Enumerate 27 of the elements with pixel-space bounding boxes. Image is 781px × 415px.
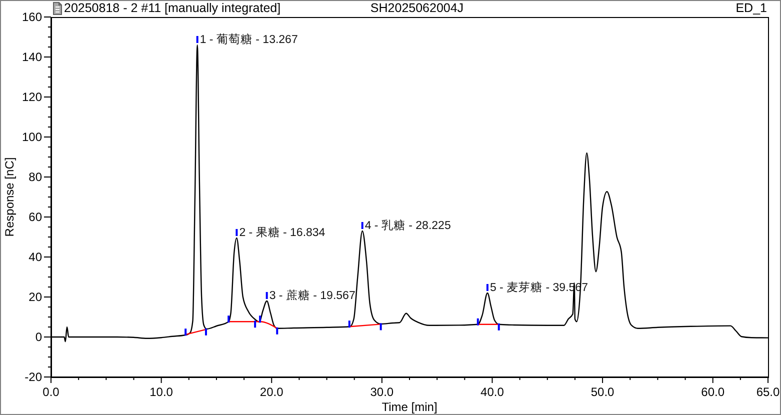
annotation: 4 - 乳糖 - 28.225 [364, 218, 451, 232]
y-tick-label: 120 [22, 90, 42, 104]
text: ED_1 [736, 1, 767, 15]
chart-subtitle: SH2025062004J [370, 1, 464, 15]
x-axis-title: Time [min] [382, 400, 438, 414]
y-tick-label: 160 [22, 10, 42, 24]
y-tick-label: 20 [28, 290, 42, 304]
annotation: 1 - 葡萄糖 - 13.267 [200, 32, 298, 46]
annotation: 2 - 果糖 - 16.834 [239, 225, 326, 239]
x-tick-label: 40.0 [480, 385, 504, 399]
y-tick-label: 80 [28, 170, 42, 184]
x-tick-label: 60.0 [701, 385, 725, 399]
y-axis-title: Response [nC] [2, 157, 16, 237]
x-tick-label: 50.0 [590, 385, 615, 399]
y-tick-label: 100 [22, 130, 42, 144]
x-tick-label: 0.0 [42, 385, 60, 399]
annotation: 3 - 蔗糖 - 19.567 [269, 288, 356, 302]
y-tick-label: 40 [28, 250, 42, 264]
y-tick-label: -20 [24, 370, 42, 384]
x-tick-label: 65.0 [756, 385, 780, 399]
x-tick-label: 10.0 [150, 385, 174, 399]
y-tick-label: 60 [28, 210, 42, 224]
y-tick-label: 140 [22, 50, 42, 64]
x-tick-label: 20.0 [260, 385, 284, 399]
x-tick-label: 30.0 [370, 385, 394, 399]
chart-title: 20250818 - 2 #11 [manually integrated] [64, 1, 281, 16]
y-tick-label: 0 [35, 330, 42, 344]
